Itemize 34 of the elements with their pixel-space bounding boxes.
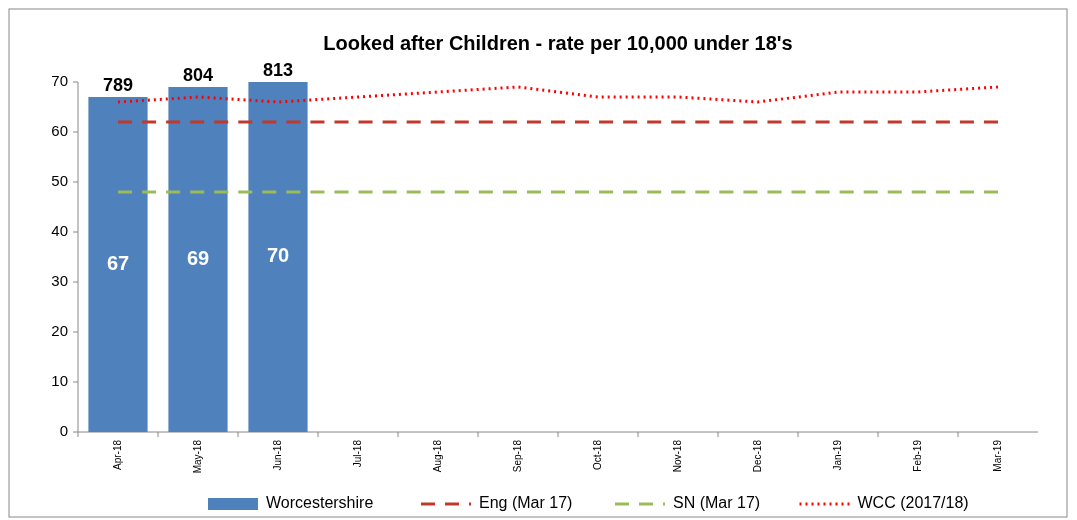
x-tick-label: Feb-19: [911, 439, 923, 472]
annotation: 813: [262, 60, 294, 80]
y-tick-label: 10: [51, 371, 68, 389]
x-tick-label: Mar-19: [991, 439, 1003, 472]
x-tick-label: Dec-18: [751, 439, 763, 473]
data-label: 70: [266, 244, 290, 267]
x-tick-label: Jan-19: [831, 439, 843, 471]
x-tick-label: Nov-18: [671, 439, 683, 473]
y-tick-label: 20: [51, 321, 68, 339]
y-tick-label: 40: [51, 221, 68, 239]
y-tick-label: 70: [51, 71, 68, 89]
legend-label: Eng (Mar 17): [479, 494, 573, 512]
y-tick-label: 0: [59, 421, 68, 439]
y-tick-label: 30: [51, 271, 68, 289]
legend-label: Worcestershire: [266, 494, 374, 512]
chart-title: Looked after Children - rate per 10,000 under 18's: [323, 32, 793, 54]
bar: [248, 82, 308, 432]
annotation: 804: [182, 65, 214, 85]
annotation: 789: [102, 75, 134, 95]
data-label: 69: [186, 246, 210, 269]
y-tick-label: 60: [51, 121, 68, 139]
x-tick-label: Oct-18: [591, 439, 603, 471]
x-tick-label: Apr-18: [111, 439, 123, 471]
x-tick-label: Sep-18: [511, 439, 523, 473]
data-label: 67: [106, 251, 130, 274]
y-tick-label: 50: [51, 171, 68, 189]
legend-label: WCC (2017/18): [857, 494, 969, 512]
legend-label: SN (Mar 17): [673, 494, 761, 512]
x-tick-label: Jul-18: [351, 439, 363, 468]
x-tick-label: Aug-18: [431, 439, 443, 473]
x-tick-label: Jun-18: [271, 439, 283, 471]
bar: [168, 87, 228, 432]
bar: [88, 97, 148, 432]
x-tick-label: May-18: [191, 439, 203, 474]
